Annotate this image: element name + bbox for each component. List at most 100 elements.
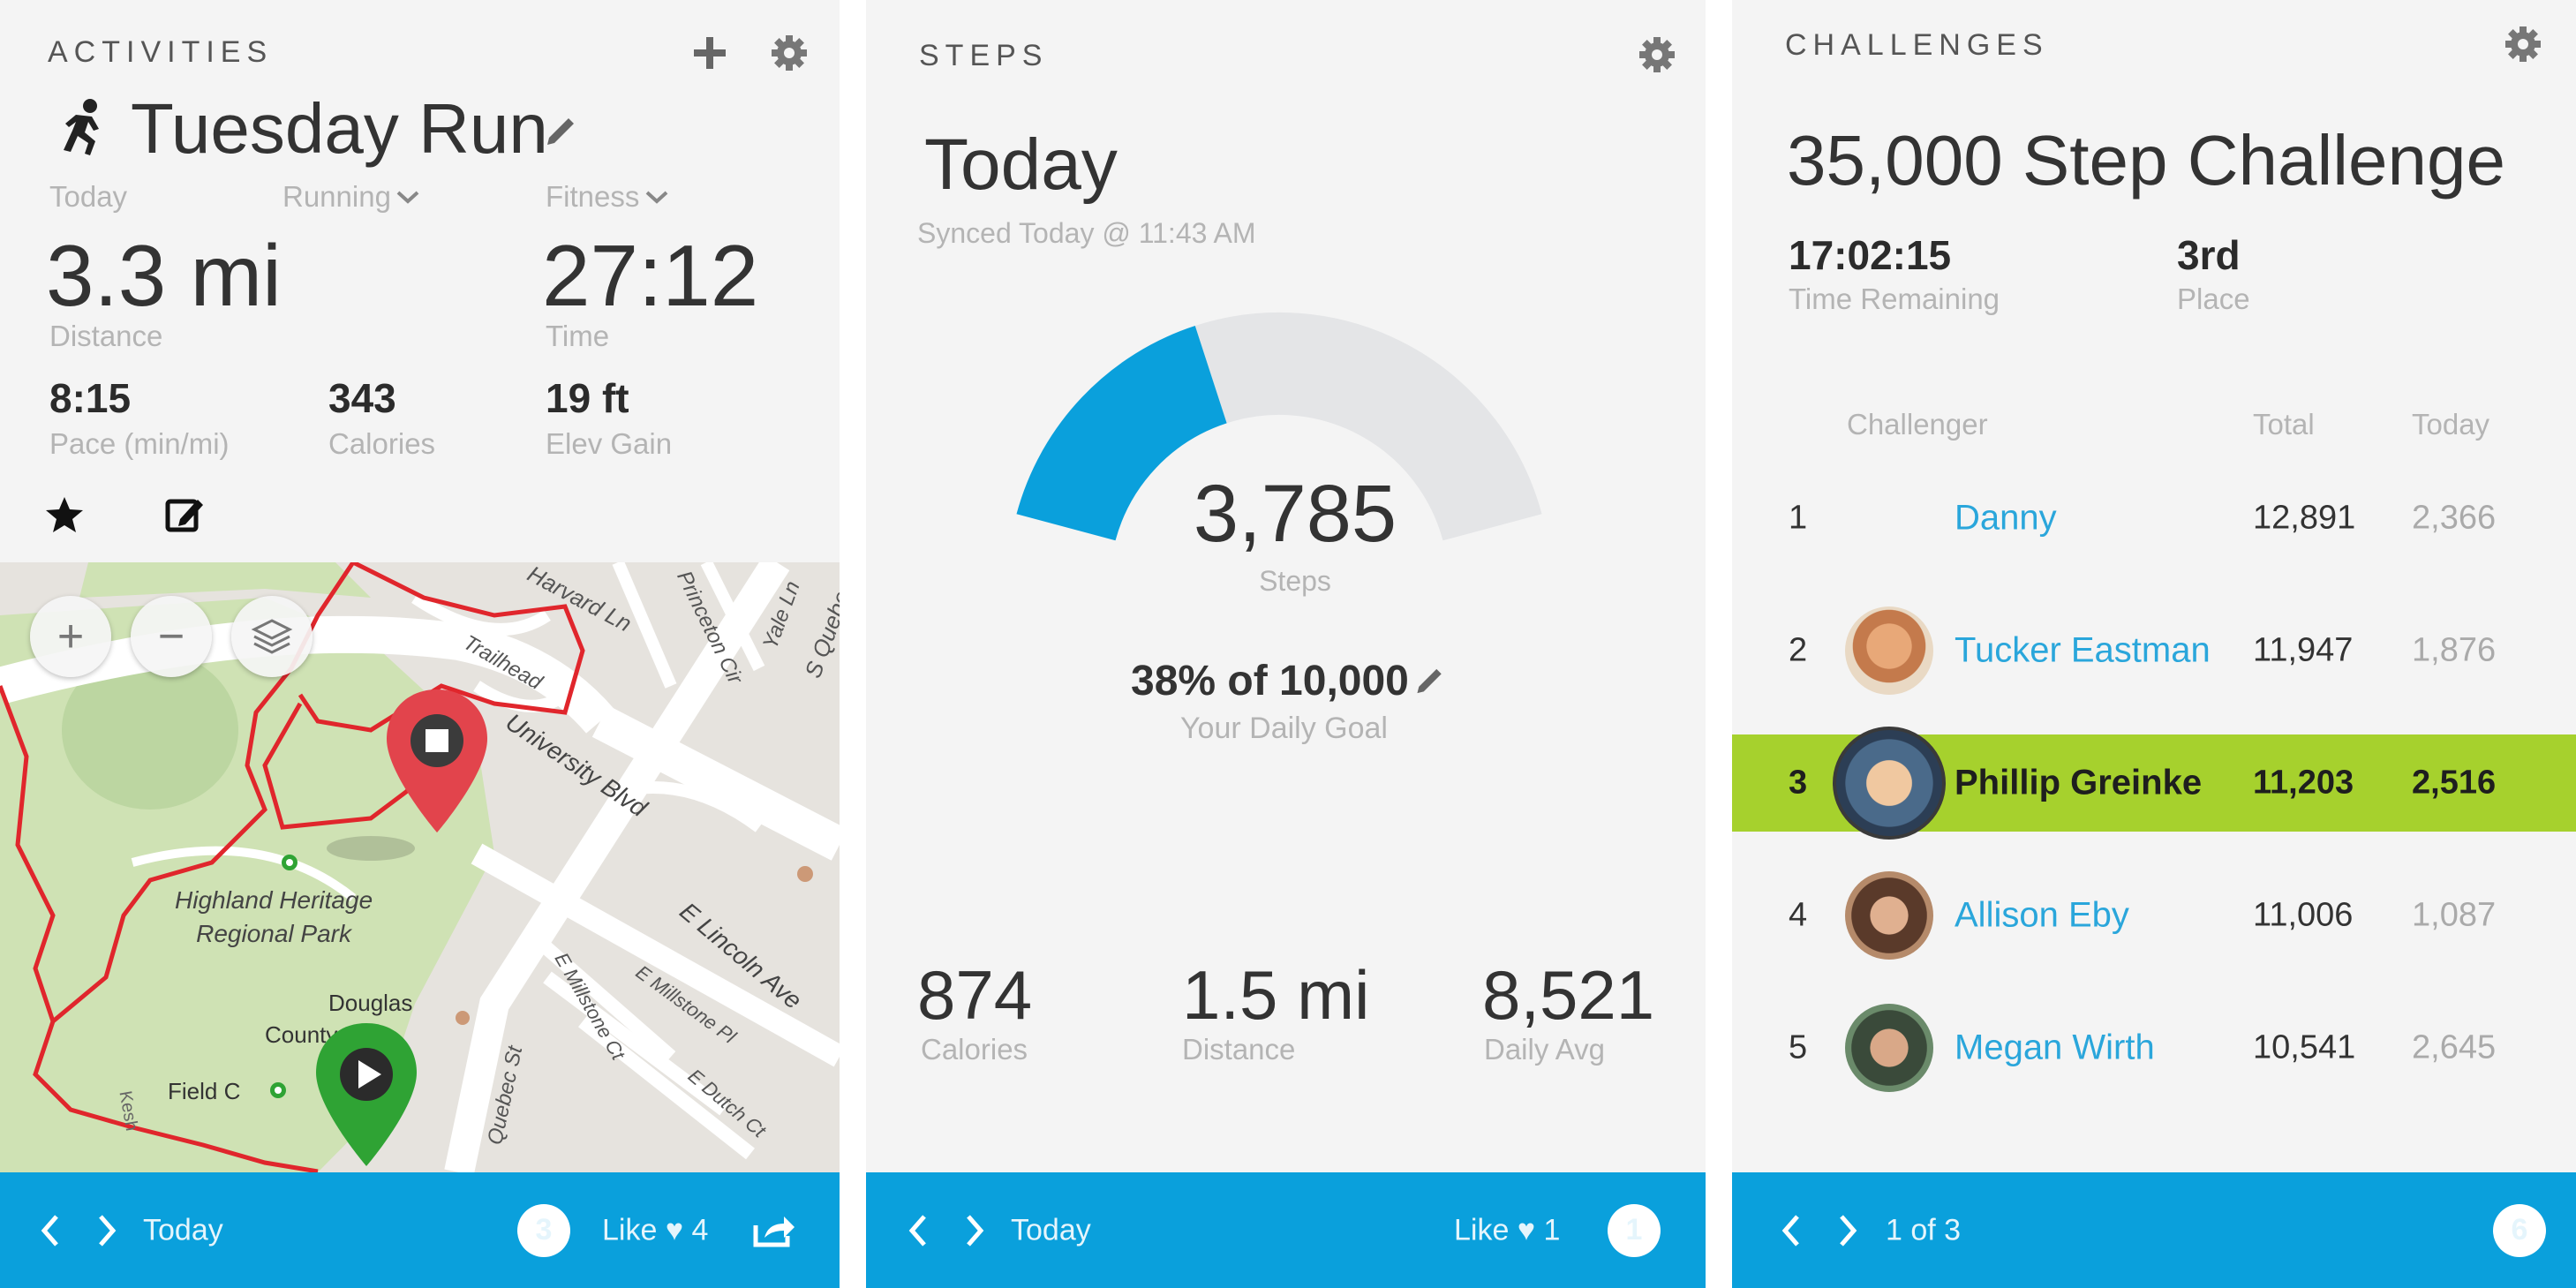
chevron-down-icon <box>397 191 419 204</box>
share-icon[interactable] <box>752 1213 796 1248</box>
period-title: Today <box>924 124 1118 205</box>
distance-label: Distance <box>49 320 163 352</box>
challenger-name[interactable]: Danny <box>1955 498 2057 538</box>
steps-footer: Today Like ♥ 1 1 <box>866 1172 1706 1288</box>
gear-icon[interactable] <box>1638 35 1676 74</box>
comments-badge[interactable]: 3 <box>517 1203 570 1257</box>
gear-icon[interactable] <box>2504 25 2542 64</box>
challenges-footer: 1 of 3 6 <box>1732 1172 2576 1288</box>
daily-avg-label: Daily Avg <box>1484 1033 1605 1066</box>
today-steps: 2,645 <box>2412 1028 2497 1066</box>
goal-label: Your Daily Goal <box>1180 712 1388 745</box>
challenger-name[interactable]: Phillip Greinke <box>1955 763 2203 802</box>
column-header-today: Today <box>2412 408 2490 441</box>
column-header-total: Total <box>2253 408 2315 441</box>
avatar[interactable] <box>1845 871 1933 960</box>
challenger-name[interactable]: Allison Eby <box>1955 895 2129 935</box>
goal-edit[interactable]: 38% of 10,000 <box>1131 657 1448 705</box>
start-marker-icon[interactable] <box>311 1020 422 1170</box>
steps-value: 3,785 <box>1193 469 1397 559</box>
gear-icon[interactable] <box>770 34 809 72</box>
rank: 3 <box>1789 764 1808 802</box>
chevron-down-icon <box>645 191 668 204</box>
zoom-out-button[interactable]: − <box>131 596 212 677</box>
rank: 1 <box>1789 499 1808 537</box>
like-button[interactable]: Like ♥ 4 <box>602 1213 709 1247</box>
today-steps: 1,087 <box>2412 896 2497 934</box>
daily-avg-value: 8,521 <box>1482 956 1655 1034</box>
steps-label: Steps <box>1259 565 1331 597</box>
park-label: Highland Heritage Regional Park <box>175 884 373 951</box>
leaderboard-row[interactable]: 2 Tucker Eastman 11,947 1,876 <box>1732 602 2576 699</box>
leaderboard-row[interactable]: 4 Allison Eby 11,006 1,087 <box>1732 867 2576 964</box>
rank: 4 <box>1789 896 1808 934</box>
challenger-name[interactable]: Megan Wirth <box>1955 1028 2155 1067</box>
activity-type-dropdown[interactable]: Running <box>282 180 421 214</box>
layers-button[interactable] <box>231 596 313 677</box>
edit-note-icon[interactable] <box>164 494 205 535</box>
plus-icon: + <box>56 611 85 662</box>
leaderboard-row[interactable]: 1 Danny 12,891 2,366 <box>1732 470 2576 567</box>
section-title: CHALLENGES <box>1785 28 2049 62</box>
like-button[interactable]: Like ♥ 1 <box>1454 1213 1561 1247</box>
chevron-right-icon[interactable] <box>1834 1213 1861 1248</box>
calories-label: Calories <box>921 1033 1028 1066</box>
challenger-name[interactable]: Tucker Eastman <box>1955 630 2211 670</box>
category-value: Fitness <box>546 180 640 213</box>
avatar[interactable] <box>1845 606 1933 695</box>
leaderboard-row-current-user[interactable]: 3 Phillip Greinke 11,203 2,516 <box>1732 727 2576 840</box>
chevron-right-icon[interactable] <box>961 1213 988 1248</box>
pace-value: 8:15 <box>49 375 132 421</box>
poi-label: Field C <box>168 1078 241 1104</box>
rank: 2 <box>1789 631 1808 669</box>
today-steps: 2,516 <box>2412 764 2497 802</box>
pencil-icon[interactable] <box>542 108 581 147</box>
column-header-challenger: Challenger <box>1847 408 1988 441</box>
zoom-in-button[interactable]: + <box>30 596 111 677</box>
rank: 5 <box>1789 1028 1808 1066</box>
running-icon <box>64 99 99 155</box>
total-steps: 10,541 <box>2253 1028 2356 1066</box>
time-label: Time <box>546 320 610 352</box>
category-dropdown[interactable]: Fitness <box>546 180 670 214</box>
layers-icon <box>251 619 293 654</box>
star-icon[interactable] <box>44 494 85 535</box>
pencil-icon <box>1417 668 1442 694</box>
time-value: 27:12 <box>542 227 759 324</box>
challenge-title: 35,000 Step Challenge <box>1787 121 2505 200</box>
chevron-right-icon[interactable] <box>94 1213 120 1248</box>
leaderboard-row[interactable]: 5 Megan Wirth 10,541 2,645 <box>1732 999 2576 1096</box>
comments-badge[interactable]: 6 <box>2493 1203 2546 1257</box>
steps-panel: STEPS Today Synced Today @ 11:43 AM 3,78… <box>866 0 1706 1288</box>
footer-date: Today <box>143 1213 223 1247</box>
route-map[interactable]: Highland Heritage Regional Park Harvard … <box>0 562 840 1172</box>
chevron-left-icon[interactable] <box>37 1213 64 1248</box>
time-remaining-label: Time Remaining <box>1789 282 2000 315</box>
today-steps: 1,876 <box>2412 631 2497 669</box>
elev-gain-value: 19 ft <box>546 375 629 421</box>
stop-marker-icon[interactable] <box>381 686 493 836</box>
chevron-left-icon[interactable] <box>905 1213 931 1248</box>
distance-value: 1.5 mi <box>1182 956 1370 1034</box>
activities-panel: ACTIVITIES Tuesday Run Today Running Fit… <box>0 0 840 1288</box>
time-remaining-value: 17:02:15 <box>1789 232 1952 278</box>
minus-icon: − <box>157 611 185 662</box>
total-steps: 11,203 <box>2253 764 2354 802</box>
steps-gauge <box>1016 312 1542 542</box>
avatar[interactable] <box>1845 1004 1933 1092</box>
pace-label: Pace (min/mi) <box>49 427 230 460</box>
total-steps: 11,006 <box>2253 896 2354 934</box>
section-title: ACTIVITIES <box>48 35 274 69</box>
elev-gain-label: Elev Gain <box>546 427 673 460</box>
distance-label: Distance <box>1182 1033 1296 1066</box>
activity-title: Tuesday Run <box>131 89 548 168</box>
pager: 1 of 3 <box>1886 1213 1962 1247</box>
chevron-left-icon[interactable] <box>1778 1213 1804 1248</box>
park-name-line1: Highland Heritage <box>175 886 373 914</box>
comments-badge[interactable]: 1 <box>1608 1203 1661 1257</box>
avatar[interactable] <box>1833 727 1946 840</box>
section-title: STEPS <box>919 39 1049 72</box>
activities-footer: Today 3 Like ♥ 4 <box>0 1172 840 1288</box>
distance-value: 3.3 mi <box>46 227 282 324</box>
plus-icon[interactable] <box>690 34 729 72</box>
